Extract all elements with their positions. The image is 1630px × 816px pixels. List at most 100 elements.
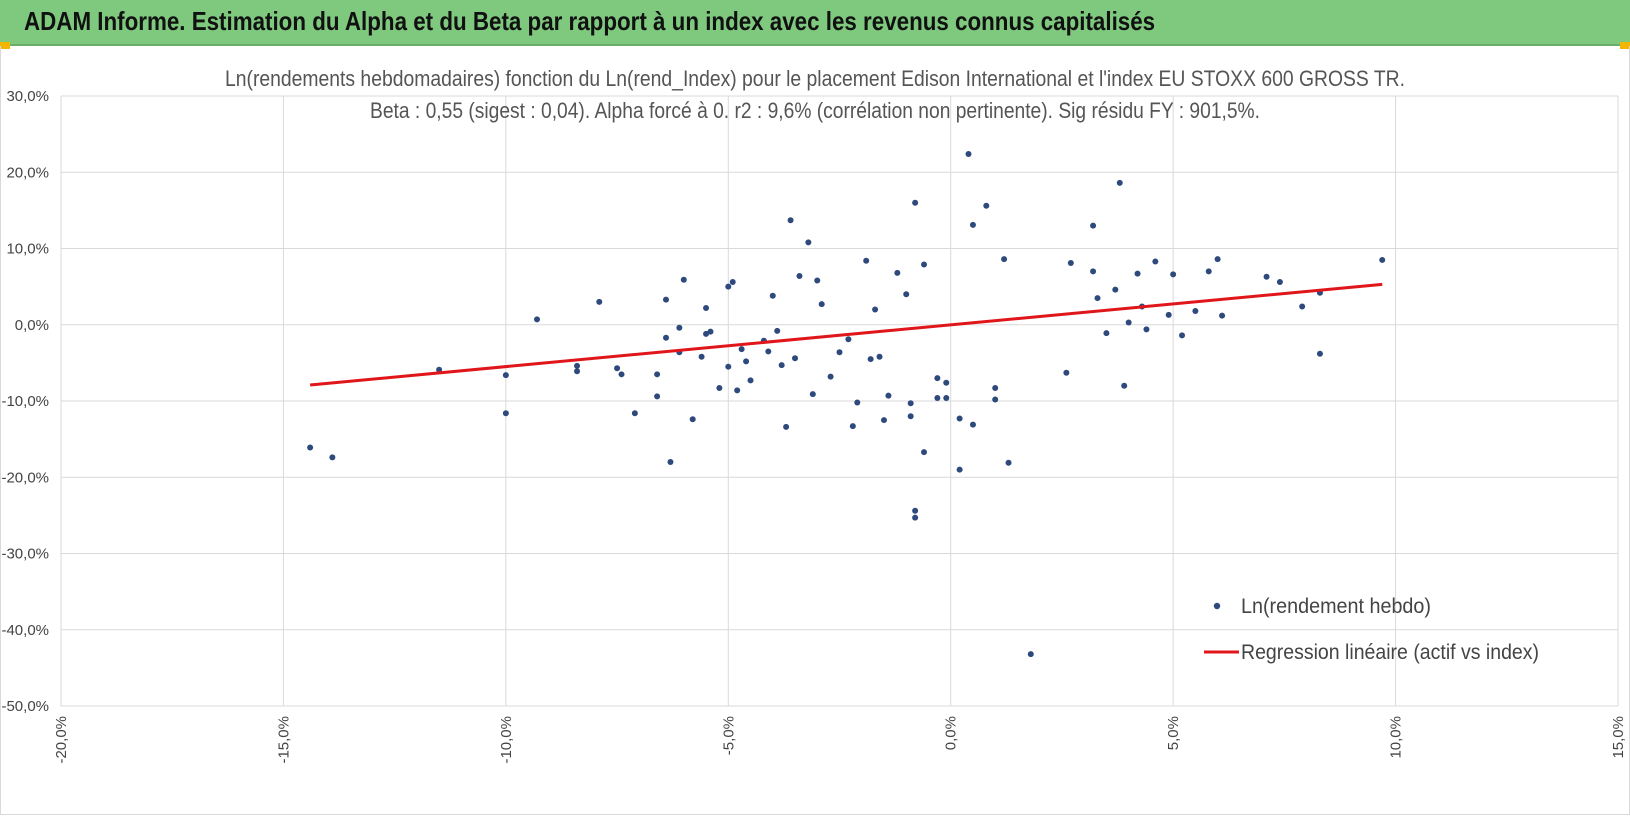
data-point	[734, 387, 741, 394]
data-point	[836, 349, 843, 356]
data-point	[1090, 268, 1097, 275]
data-point	[703, 304, 710, 311]
y-axis-labels: 30,0% 20,0% 10,0% 0,0% -10,0% -20,0% -30,0% -40…	[1, 88, 49, 715]
data-point	[1316, 350, 1323, 357]
data-point	[943, 394, 950, 401]
data-point	[1103, 330, 1110, 337]
data-point	[1121, 382, 1128, 389]
data-point	[689, 416, 696, 423]
data-point	[1214, 256, 1221, 263]
data-point	[1379, 256, 1386, 263]
data-point	[992, 385, 999, 392]
data-point	[943, 379, 950, 386]
data-point	[805, 239, 812, 246]
report-header: ADAM Informe. Estimation du Alpha et du …	[0, 0, 1630, 46]
chart-subtitle: Beta : 0,55 (sigest : 0,04). Alpha forcé…	[370, 98, 1260, 123]
data-point	[743, 358, 750, 365]
data-point	[1001, 256, 1008, 263]
data-point	[1165, 311, 1172, 318]
data-point	[1179, 332, 1186, 339]
data-point	[1170, 271, 1177, 278]
y-tick-label: 0,0%	[15, 317, 49, 334]
legend-label-line: Regression linéaire (actif vs index)	[1241, 641, 1539, 664]
data-point	[1219, 312, 1226, 319]
data-point	[907, 400, 914, 407]
data-point	[663, 334, 670, 341]
y-tick-label: -50,0%	[1, 698, 49, 715]
data-point	[614, 365, 621, 372]
x-tick-label: 15,0%	[1610, 716, 1627, 759]
y-tick-label: -40,0%	[1, 622, 49, 639]
data-point	[1005, 459, 1012, 466]
data-point	[934, 375, 941, 382]
data-point	[654, 371, 661, 378]
data-point	[969, 221, 976, 228]
x-tick-label: -20,0%	[53, 716, 70, 764]
data-point	[1067, 259, 1074, 266]
data-point	[956, 466, 963, 473]
data-point	[1152, 258, 1159, 265]
data-point	[747, 377, 754, 384]
data-point	[872, 306, 879, 313]
chart-frame: 30,0% 20,0% 10,0% 0,0% -10,0% -20,0% -30,0% -40…	[0, 46, 1630, 815]
data-point	[792, 355, 799, 362]
data-point	[934, 394, 941, 401]
regression-line	[309, 282, 1383, 387]
corner-marker-right	[1620, 42, 1630, 49]
data-point	[965, 150, 972, 157]
data-point	[992, 396, 999, 403]
scatter-chart: 30,0% 20,0% 10,0% 0,0% -10,0% -20,0% -30,0% -40…	[1, 66, 1627, 764]
data-point	[907, 413, 914, 420]
data-point	[1125, 319, 1132, 326]
x-tick-label: 10,0%	[1388, 716, 1405, 759]
data-point	[631, 410, 638, 417]
data-point	[796, 272, 803, 279]
data-point	[1299, 303, 1306, 310]
data-point	[596, 298, 603, 305]
data-point	[814, 277, 821, 284]
data-point	[778, 362, 785, 369]
data-point	[1112, 286, 1119, 293]
data-point	[667, 459, 674, 465]
data-point	[894, 269, 901, 276]
grid	[60, 95, 1619, 707]
data-point	[725, 363, 732, 370]
data-point	[533, 316, 540, 323]
data-point	[827, 373, 834, 380]
data-point	[1205, 268, 1212, 275]
x-tick-label: -10,0%	[498, 716, 515, 764]
data-point	[774, 327, 781, 334]
data-point	[983, 202, 990, 209]
x-tick-label: -15,0%	[275, 716, 292, 764]
data-point	[1276, 279, 1283, 286]
data-point	[1063, 369, 1070, 376]
data-point	[912, 514, 919, 521]
data-point	[903, 291, 910, 298]
data-point	[876, 353, 883, 360]
y-tick-label: 10,0%	[6, 241, 49, 258]
data-point	[912, 199, 919, 206]
data-point	[1143, 326, 1150, 333]
y-tick-label: -10,0%	[1, 393, 49, 410]
data-point	[1094, 295, 1101, 302]
legend: Ln(rendement hebdo) Regression linéaire …	[1204, 595, 1539, 664]
data-point	[725, 283, 732, 290]
y-tick-label: 20,0%	[6, 164, 49, 181]
data-point	[654, 393, 661, 400]
data-point	[729, 279, 736, 286]
data-point	[854, 399, 861, 406]
data-point	[738, 346, 745, 353]
data-point	[921, 261, 928, 268]
data-point	[969, 421, 976, 428]
data-point	[783, 423, 790, 430]
data-point	[663, 296, 670, 303]
data-point	[880, 417, 887, 424]
scatter-points	[307, 150, 1386, 658]
data-point	[1116, 179, 1123, 186]
data-point	[787, 217, 794, 224]
data-point	[698, 353, 705, 360]
data-point	[1090, 222, 1097, 229]
data-point	[574, 362, 581, 369]
data-point	[867, 356, 874, 363]
data-point	[502, 410, 509, 417]
